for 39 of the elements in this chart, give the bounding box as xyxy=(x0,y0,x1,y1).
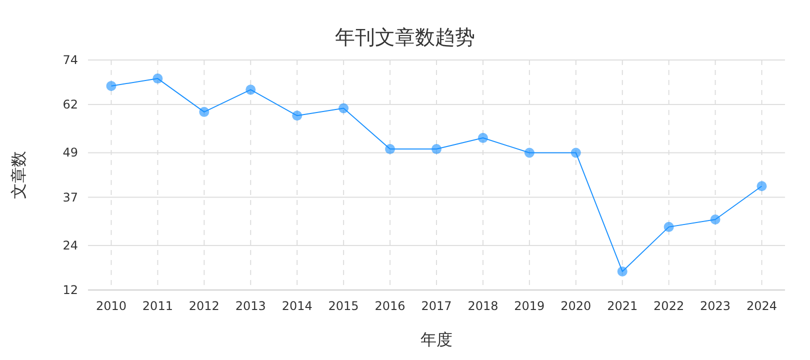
point xyxy=(246,84,256,95)
x-tick-label: 2024 xyxy=(746,299,778,313)
point xyxy=(617,266,628,276)
point xyxy=(432,144,442,154)
x-tick-label: 2013 xyxy=(235,299,266,313)
point xyxy=(664,222,674,232)
x-tick-label: 2017 xyxy=(421,299,452,313)
y-tick-label: 62 xyxy=(62,98,78,112)
x-tick-label: 2021 xyxy=(607,299,638,313)
y-tick-label: 49 xyxy=(62,146,78,160)
point xyxy=(478,132,488,143)
point xyxy=(106,80,116,91)
y-tick-label: 12 xyxy=(62,283,78,297)
point xyxy=(292,110,302,121)
x-tick-label: 2023 xyxy=(700,299,731,313)
x-tick-label: 2010 xyxy=(96,299,127,313)
x-tick-label: 2014 xyxy=(282,299,312,313)
y-tick-label: 74 xyxy=(62,53,78,67)
point xyxy=(710,214,720,225)
point xyxy=(199,106,210,117)
x-tick-label: 2020 xyxy=(560,299,592,313)
x-tick-label: 2016 xyxy=(374,299,406,313)
y-tick-label: 37 xyxy=(62,190,78,204)
point xyxy=(385,144,396,154)
point xyxy=(756,181,767,192)
point xyxy=(524,148,534,158)
x-tick-label: 2012 xyxy=(188,299,220,313)
x-tick-label: 2019 xyxy=(514,299,545,313)
point xyxy=(152,74,163,84)
x-tick-label: 2018 xyxy=(468,299,498,313)
y-axis-title: 文章数 xyxy=(9,151,28,199)
x-axis-title: 年度 xyxy=(420,330,452,349)
x-tick-label: 2022 xyxy=(654,299,684,313)
x-tick-label: 2011 xyxy=(142,299,173,313)
x-tick-label: 2015 xyxy=(328,299,359,313)
y-tick-label: 24 xyxy=(62,238,78,252)
point xyxy=(338,103,349,114)
point xyxy=(570,148,581,158)
chart-title: 年刊文章数趋势 xyxy=(335,25,475,49)
